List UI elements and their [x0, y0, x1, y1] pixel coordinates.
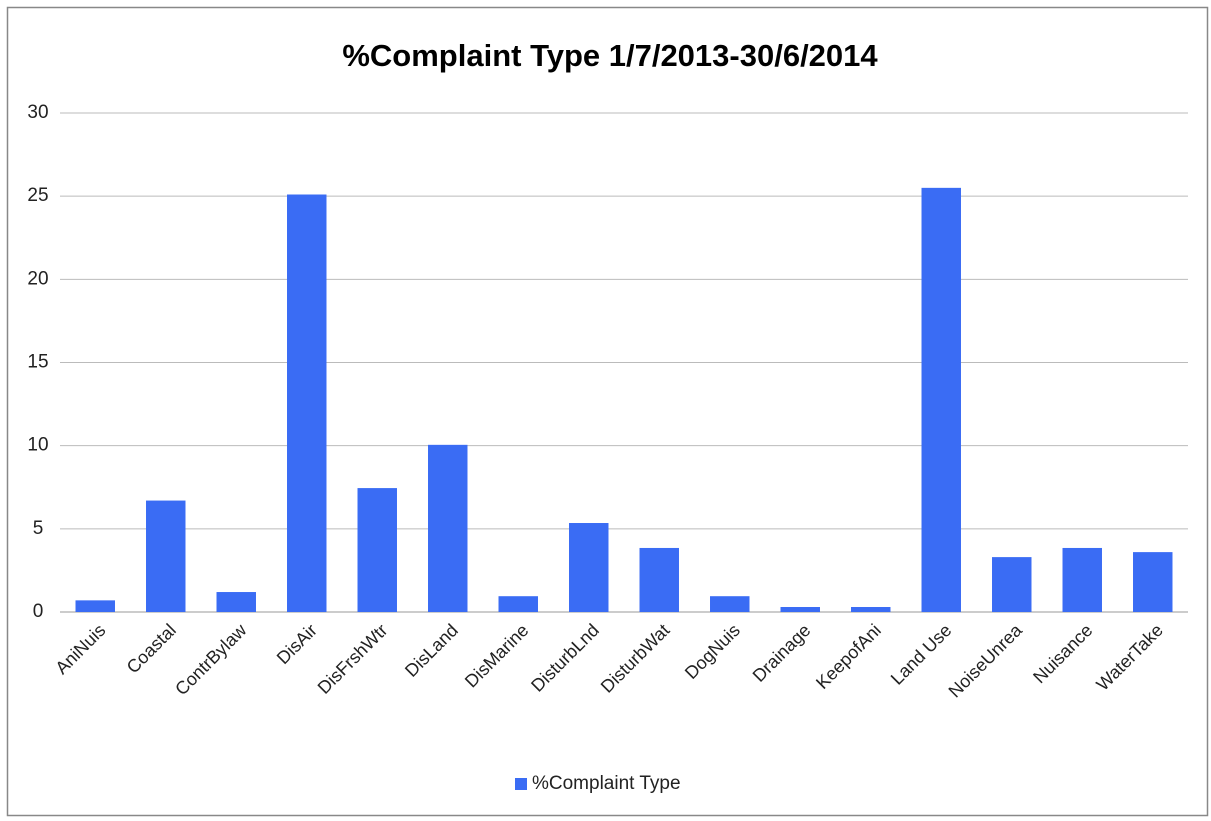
bar	[639, 547, 679, 612]
bar	[710, 596, 750, 612]
bar	[921, 187, 961, 612]
bar	[428, 444, 468, 612]
bar	[357, 488, 397, 612]
y-tick-label: 5	[33, 518, 44, 539]
y-tick-label: 20	[27, 268, 48, 289]
y-tick-label: 30	[27, 102, 48, 123]
bar	[216, 592, 256, 612]
chart-border	[6, 6, 1209, 817]
bar	[992, 557, 1032, 612]
chart-title: %Complaint Type 1/7/2013-30/6/2014	[342, 38, 878, 73]
bar	[146, 500, 186, 612]
bar	[851, 607, 891, 612]
legend-swatch	[515, 778, 527, 790]
y-tick-label: 0	[33, 601, 44, 622]
y-tick-label: 10	[27, 435, 48, 456]
legend-label: %Complaint Type	[532, 773, 681, 794]
y-tick-label: 25	[27, 185, 48, 206]
bar	[75, 600, 115, 612]
bar	[1062, 547, 1102, 612]
y-tick-label: 15	[27, 352, 48, 373]
bar	[780, 607, 820, 612]
bar	[287, 194, 327, 612]
bar	[1133, 552, 1173, 612]
bar	[569, 523, 609, 612]
bar	[498, 596, 538, 612]
